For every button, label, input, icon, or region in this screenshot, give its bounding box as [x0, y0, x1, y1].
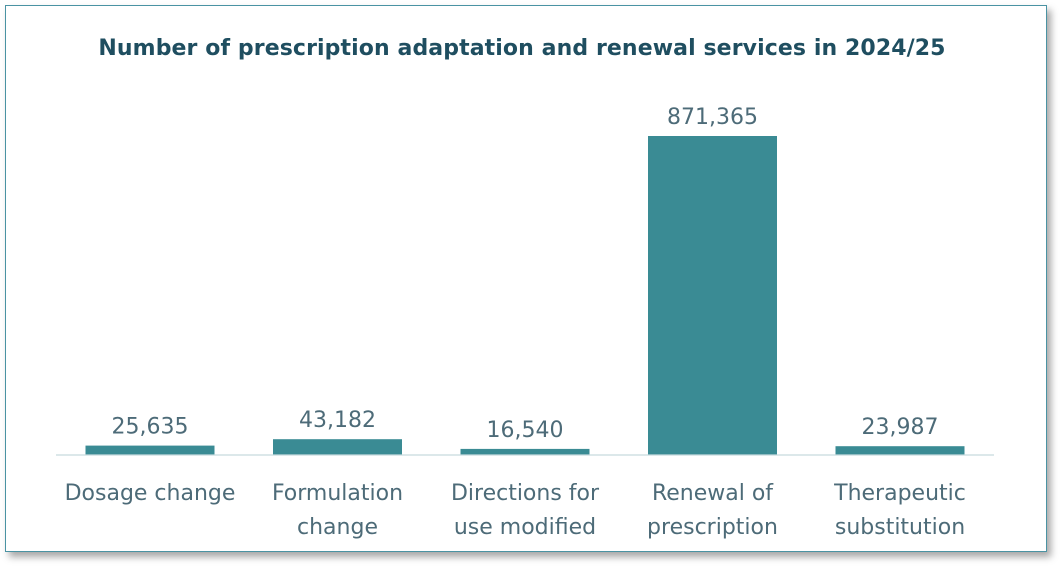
- chart-title: Number of prescription adaptation and re…: [98, 36, 946, 61]
- category-label: Renewal of: [652, 481, 774, 506]
- category-label: change: [297, 515, 378, 540]
- bar: [273, 439, 402, 455]
- category-label: substitution: [835, 515, 965, 540]
- category-label: Dosage change: [65, 481, 236, 506]
- category-label: use modified: [454, 515, 596, 540]
- bar: [460, 448, 590, 455]
- category-label: Formulation: [272, 481, 403, 506]
- category-label: Directions for: [451, 481, 600, 506]
- value-label: 871,365: [667, 105, 758, 130]
- bar: [835, 446, 965, 455]
- value-label: 23,987: [862, 415, 939, 440]
- value-label: 43,182: [299, 408, 376, 433]
- value-label: 25,635: [112, 415, 189, 440]
- bar: [648, 136, 777, 455]
- chart-card: Number of prescription adaptation and re…: [5, 5, 1047, 552]
- bar: [85, 445, 215, 455]
- value-label: 16,540: [487, 418, 564, 443]
- category-label: prescription: [647, 515, 778, 540]
- category-label: Therapeutic: [833, 481, 966, 506]
